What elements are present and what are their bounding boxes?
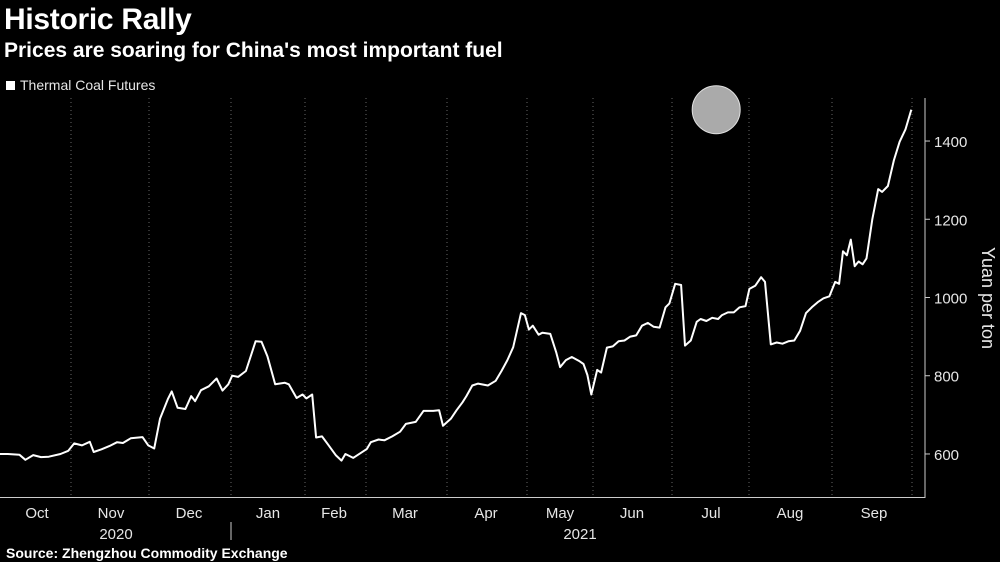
x-tick-label: Feb [321,505,347,522]
y-tick-label: 800 [934,369,959,386]
series-layer [0,109,913,462]
x-tick-label: Aug [777,505,804,522]
legend-label: Thermal Coal Futures [20,77,156,93]
x-year-label: 2021 [563,526,596,543]
y-tick-label: 600 [934,447,959,464]
y-tick-label: 1000 [934,291,967,308]
highlight-circle [691,85,741,135]
x-tick-label: Jul [701,505,720,522]
series-line [0,109,913,462]
x-tick-label: Mar [392,505,418,522]
x-tick-label: Sep [861,505,888,522]
x-tick-label: Nov [98,505,125,522]
x-tick-label: Jun [620,505,644,522]
source-note: Source: Zhengzhou Commodity Exchange [6,545,288,561]
x-tick-label: Dec [176,505,203,522]
y-tick-label: 1200 [934,212,967,229]
x-tick-label: Oct [25,505,49,522]
chart-title: Historic Rally [4,3,192,36]
axes [0,98,926,540]
y-axis-label: Yuan per ton [978,247,998,349]
chart-legend: Thermal Coal Futures [6,76,155,94]
highlight-layer [691,85,741,135]
y-axis-ticks: 600 800 1000 1200 1400 [925,134,967,464]
x-tick-label: Jan [256,505,280,522]
x-tick-label: Apr [474,505,497,522]
x-tick-label: May [546,505,575,522]
chart-subtitle: Prices are soaring for China's most impo… [4,39,503,62]
y-tick-label: 1400 [934,134,967,151]
legend-swatch [6,80,15,90]
grid-lines [70,98,913,497]
x-year-label: 2020 [99,526,132,543]
x-axis-ticks: Oct Nov Dec Jan Feb Mar Apr May Jun Jul Aug Sep 2020… [25,505,887,543]
